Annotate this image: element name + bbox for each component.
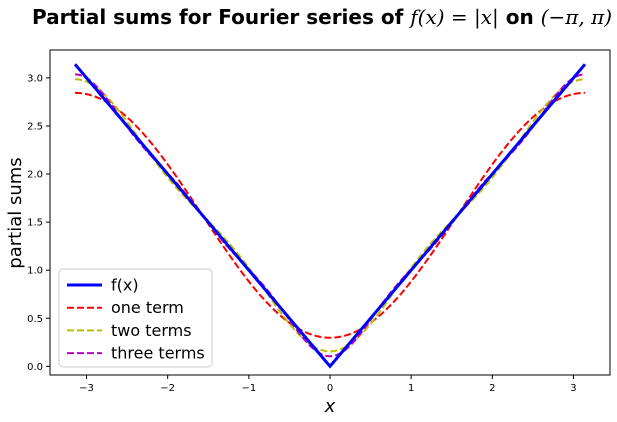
series-line-one-term [75,91,585,339]
x-axis-label: x [324,396,336,417]
x-tick-label: 2 [489,383,495,394]
x-tick-label: −2 [160,383,175,394]
chart-title: Partial sums for Fourier series of f(x) … [32,5,612,30]
chart-title-prefix: Partial sums for Fourier series of [32,5,410,29]
y-tick-label: 2.5 [27,121,43,132]
x-tick-label: −1 [241,383,256,394]
legend-label: two terms [111,321,192,340]
legend-label: one term [111,298,184,317]
y-tick-label: 3.0 [27,73,43,84]
x-tick-label: 1 [408,383,414,394]
legend-label: three terms [111,344,205,363]
legend-box [58,268,213,368]
legend: f(x) one term two terms three terms [58,268,213,368]
series-line-two-terms [75,78,585,353]
y-tick-label: 0.5 [27,314,43,325]
y-tick-label: 2.0 [27,170,43,181]
y-axis-label: partial sums [5,157,26,268]
x-tick-label: 0 [327,383,333,394]
x-tick-label: 3 [570,383,576,394]
chart-title-interval: (−π, π) [541,5,612,29]
y-tick-label: 1.0 [27,266,43,277]
y-axis: 0.0 0.5 1.0 1.5 2.0 2.5 3.0 [27,73,50,373]
plot-lines [73,63,587,369]
y-tick-label: 0.0 [27,362,43,373]
y-tick-label: 1.5 [27,218,43,229]
x-axis: −3 −2 −1 0 1 2 3 [79,375,577,394]
chart-title-on: on [499,5,541,29]
series-line-f-x- [73,63,587,369]
chart-title-function: f(x) = |x| [408,5,499,30]
x-tick-label: −3 [79,383,94,394]
legend-label: f(x) [111,276,139,295]
